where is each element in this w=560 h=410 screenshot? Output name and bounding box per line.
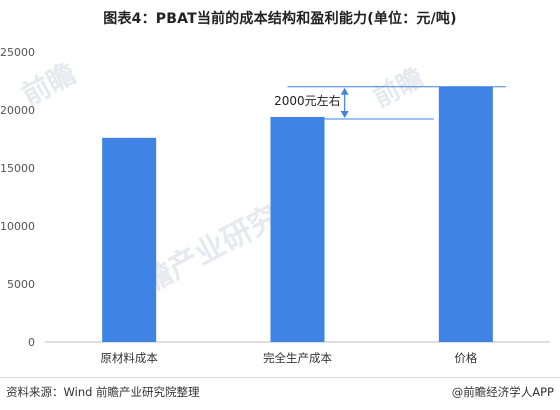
y-tick-label: 5000 — [7, 278, 35, 291]
x-tick-label: 完全生产成本 — [263, 351, 332, 365]
x-tick-label: 价格 — [454, 351, 477, 365]
bar — [102, 137, 157, 342]
y-tick-label: 10000 — [0, 220, 35, 233]
credit-note: @前瞻经济学人APP — [451, 385, 554, 399]
annotation-arrow-up — [340, 87, 349, 95]
bar — [270, 116, 325, 343]
source-note: 资料来源：Wind 前瞻产业研究院整理 — [6, 385, 200, 399]
bar-chart: 前瞻 前瞻产业研究院 前瞻 0500010000150002000025000 … — [0, 46, 550, 365]
y-tick-label: 0 — [28, 336, 35, 349]
annotation-arrow-down — [340, 110, 349, 118]
chart-title: 图表4：PBAT当前的成本结构和盈利能力(单位：元/吨) — [103, 11, 457, 27]
annotation-layer: 2000元左右 — [274, 86, 506, 120]
y-tick-label: 15000 — [0, 162, 35, 175]
y-tick-label: 20000 — [0, 104, 35, 117]
x-tick-label: 原材料成本 — [100, 351, 158, 365]
watermark-text: 前瞻 — [368, 62, 428, 114]
y-tick-label: 25000 — [0, 46, 35, 59]
bar-layer: 原材料成本 完全生产成本 价格 — [100, 86, 493, 365]
watermark-layer: 前瞻 前瞻产业研究院 前瞻 — [16, 57, 428, 315]
footer: 资料来源：Wind 前瞻产业研究院整理 @前瞻经济学人APP — [0, 377, 560, 410]
annotation-label: 2000元左右 — [274, 93, 341, 108]
bar — [438, 86, 493, 342]
